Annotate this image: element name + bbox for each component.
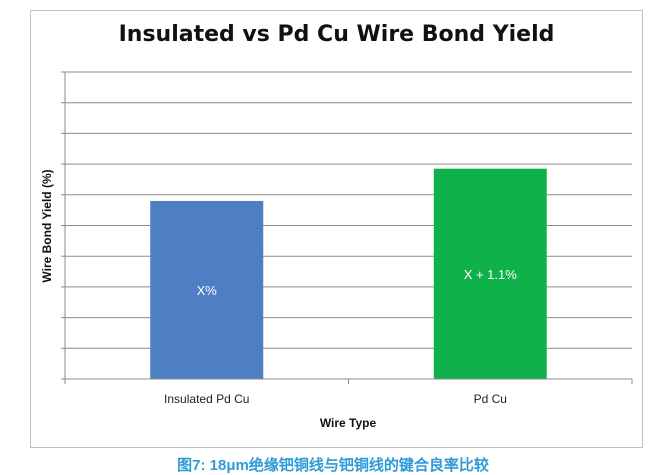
- bar: [433, 168, 547, 379]
- x-tick-label: Pd Cu: [474, 392, 507, 406]
- bar: [150, 200, 264, 379]
- gridlines: [65, 71, 632, 349]
- figure-caption: 图7: 18μm绝缘钯铜线与钯铜线的键合良率比较: [177, 457, 489, 474]
- bars: X% X + 1.1%: [150, 168, 547, 379]
- axes: Insulated Pd Cu Pd Cu: [61, 71, 633, 406]
- chart-title: Insulated vs Pd Cu Wire Bond Yield: [118, 22, 555, 47]
- x-tick-label: Insulated Pd Cu: [164, 392, 249, 406]
- bar-data-label: X%: [197, 283, 218, 298]
- bar-data-label: X + 1.1%: [464, 267, 518, 282]
- y-axis-label: Wire Bond Yield (%): [40, 169, 54, 282]
- x-axis-label: Wire Type: [320, 416, 377, 430]
